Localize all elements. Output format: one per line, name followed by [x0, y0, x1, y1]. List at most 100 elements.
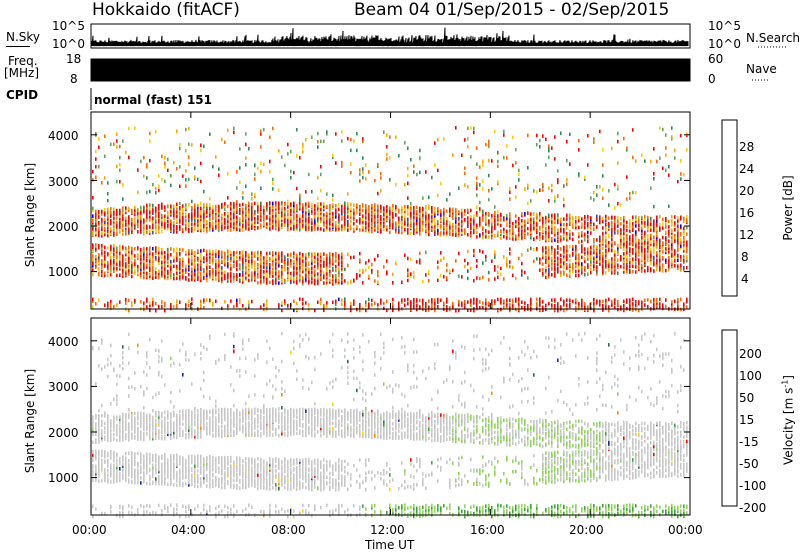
power-echo-cell — [404, 204, 406, 209]
power-echo-cell — [686, 217, 688, 221]
power-echo-cell — [164, 214, 166, 218]
power-echo-cell — [416, 303, 418, 308]
power-echo-cell — [344, 300, 346, 304]
power-echo-cell — [650, 253, 652, 257]
power-echo-cell — [173, 204, 175, 208]
power-echo-cell — [467, 185, 469, 189]
power-echo-cell — [119, 227, 121, 231]
power-echo-cell — [230, 204, 232, 208]
power-echo-cell — [524, 228, 526, 233]
power-echo-cell — [290, 212, 292, 217]
power-echo-cell — [284, 262, 286, 266]
power-echo-cell — [518, 230, 520, 235]
power-echo-cell — [626, 197, 628, 201]
power-echo-cell — [293, 201, 295, 205]
power-echo-cell — [320, 297, 322, 302]
power-echo-cell — [488, 270, 490, 275]
power-echo-cell — [638, 227, 640, 232]
power-echo-cell — [407, 268, 409, 272]
power-echo-cell — [188, 268, 190, 272]
power-echo-cell — [443, 275, 445, 279]
power-echo-cell — [122, 223, 124, 227]
power-echo-cell — [611, 215, 613, 220]
power-echo-cell — [143, 155, 145, 160]
power-echo-cell — [665, 236, 667, 240]
power-echo-cell — [230, 250, 232, 254]
power-echo-cell — [599, 299, 601, 304]
power-echo-cell — [173, 273, 175, 277]
power-echo-cell — [512, 300, 514, 304]
power-echo-cell — [659, 267, 661, 271]
power-echo-cell — [257, 275, 259, 279]
power-echo-cell — [494, 299, 496, 303]
power-echo-cell — [182, 257, 184, 261]
power-echo-cell — [677, 240, 679, 245]
power-echo-cell — [344, 267, 346, 272]
power-echo-cell — [380, 204, 382, 209]
power-echo-cell — [209, 251, 211, 255]
power-echo-cell — [215, 221, 217, 225]
power-echo-cell — [599, 257, 601, 261]
power-echo-cell — [341, 227, 343, 231]
power-echo-cell — [422, 217, 424, 222]
power-echo-cell — [410, 217, 412, 221]
power-echo-cell — [371, 262, 373, 267]
power-echo-cell — [371, 229, 373, 234]
power-echo-cell — [470, 303, 472, 308]
power-echo-cell — [590, 196, 592, 200]
power-echo-cell — [452, 213, 454, 217]
power-echo-cell — [116, 208, 118, 213]
power-echo-cell — [377, 204, 379, 208]
power-echo-cell — [281, 207, 283, 211]
power-echo-cell — [329, 224, 331, 228]
power-echo-cell — [506, 236, 508, 240]
power-echo-cell — [239, 298, 241, 302]
power-echo-cell — [236, 215, 238, 219]
power-echo-cell — [104, 217, 106, 221]
power-echo-cell — [230, 207, 232, 211]
power-echo-cell — [635, 159, 637, 163]
power-echo-cell — [638, 267, 640, 272]
power-echo-cell — [260, 223, 262, 227]
power-echo-cell — [395, 135, 397, 139]
power-echo-cell — [497, 210, 499, 214]
power-echo-cell — [632, 228, 634, 232]
power-echo-cell — [170, 266, 172, 271]
power-echo-cell — [578, 225, 580, 230]
power-echo-cell — [392, 213, 394, 218]
power-echo-cell — [632, 302, 634, 306]
power-echo-cell — [500, 272, 502, 276]
power-echo-cell — [125, 258, 127, 262]
power-echo-cell — [551, 213, 553, 218]
power-echo-cell — [209, 255, 211, 259]
power-echo-cell — [683, 237, 685, 242]
power-echo-cell — [347, 220, 349, 224]
power-echo-cell — [503, 234, 505, 239]
power-echo-cell — [617, 263, 619, 267]
power-echo-cell — [374, 279, 376, 283]
power-echo-cell — [482, 217, 484, 221]
power-echo-cell — [341, 130, 343, 134]
power-echo-cell — [134, 254, 136, 258]
power-echo-cell — [248, 147, 250, 151]
power-echo-cell — [287, 199, 289, 203]
power-echo-cell — [167, 213, 169, 217]
power-echo-cell — [206, 229, 208, 233]
power-echo-cell — [281, 251, 283, 255]
power-echo-cell — [344, 227, 346, 231]
power-echo-cell — [290, 271, 292, 276]
power-echo-cell — [113, 269, 115, 273]
power-echo-cell — [599, 252, 601, 256]
power-echo-cell — [116, 220, 118, 225]
power-echo-cell — [629, 305, 631, 309]
power-echo-cell — [641, 304, 643, 309]
power-echo-cell — [593, 248, 595, 252]
power-echo-cell — [386, 228, 388, 232]
power-echo-cell — [107, 233, 109, 238]
power-echo-cell — [617, 249, 619, 254]
power-echo-cell — [341, 160, 343, 165]
power-echo-cell — [389, 217, 391, 222]
nave-tick-high: 60 — [708, 52, 724, 66]
power-echo-cell — [623, 226, 625, 230]
power-echo-cell — [212, 224, 214, 229]
